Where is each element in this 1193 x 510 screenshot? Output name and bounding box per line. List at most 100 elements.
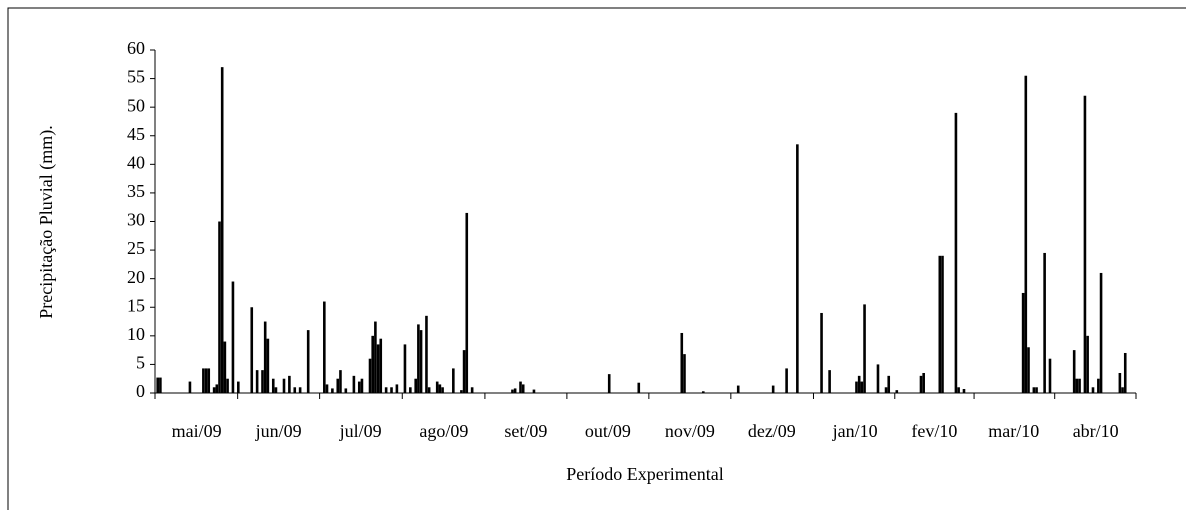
bar [156, 377, 159, 393]
bar [202, 368, 205, 393]
x-tick-label: set/09 [504, 421, 547, 441]
bar [470, 387, 474, 393]
bar [441, 387, 444, 393]
bar [962, 388, 966, 393]
bar [796, 144, 799, 393]
bar [425, 315, 428, 393]
bar [325, 384, 329, 393]
bar [701, 391, 705, 393]
bar [261, 370, 264, 393]
y-tick-label: 40 [127, 152, 145, 172]
bar [427, 387, 431, 393]
bar [215, 384, 219, 393]
bar [771, 385, 775, 393]
bar [282, 378, 286, 393]
bar [374, 321, 377, 393]
x-tick-label: jan/10 [832, 421, 878, 441]
bar [1123, 352, 1127, 393]
bar [336, 378, 340, 393]
bar [884, 387, 888, 393]
bar [941, 255, 944, 393]
bar [452, 368, 455, 393]
x-tick-label: nov/09 [665, 421, 715, 441]
bar [212, 387, 216, 393]
bar [306, 330, 310, 393]
bar [637, 382, 641, 393]
bar [1048, 358, 1052, 393]
bar [863, 304, 866, 393]
bar [331, 388, 334, 393]
bar [1099, 272, 1103, 393]
bar [465, 212, 469, 393]
bar [231, 281, 235, 393]
bar [159, 377, 162, 393]
x-tick-label: dez/09 [748, 421, 796, 441]
y-tick-label: 30 [127, 210, 145, 230]
bar [204, 368, 208, 393]
bar [1072, 350, 1076, 393]
bar [271, 378, 275, 393]
bar [218, 221, 221, 393]
x-tick-label: abr/10 [1073, 421, 1119, 441]
bar [298, 387, 302, 393]
bar [409, 387, 412, 393]
bar [263, 321, 267, 393]
bar [255, 370, 259, 393]
bar [1091, 387, 1095, 393]
bar [360, 378, 364, 393]
bar [1024, 75, 1028, 393]
bar [293, 387, 297, 393]
bar [460, 390, 463, 393]
bar [266, 338, 270, 393]
bar [922, 372, 925, 393]
bar [887, 375, 891, 393]
bar [683, 354, 686, 393]
bar [357, 381, 361, 393]
bar [226, 378, 229, 393]
bar [1035, 387, 1038, 393]
bar [288, 375, 291, 393]
bar [237, 381, 240, 393]
bar [785, 368, 788, 393]
bar [938, 255, 942, 393]
x-tick-label: jul/09 [339, 421, 382, 441]
y-tick-label: 35 [127, 181, 145, 201]
x-axis-label: Período Experimental [566, 464, 723, 484]
bar [876, 364, 880, 393]
x-tick-label: mai/09 [172, 421, 222, 441]
bar [395, 384, 399, 393]
y-tick-label: 25 [127, 238, 145, 258]
bar [323, 301, 326, 393]
bar [188, 381, 192, 393]
bar [384, 387, 388, 393]
bar [207, 368, 211, 393]
bar [250, 307, 254, 393]
bar [919, 375, 923, 393]
bar [352, 375, 356, 393]
bar [390, 387, 393, 393]
bar [680, 332, 684, 393]
x-tick-label: ago/09 [419, 421, 468, 441]
bar [855, 381, 858, 393]
bar [1032, 387, 1036, 393]
bar [954, 112, 958, 393]
y-tick-label: 50 [127, 95, 145, 115]
bar [462, 350, 466, 393]
x-tick-label: out/09 [585, 421, 631, 441]
bar [521, 384, 525, 393]
bar [435, 381, 439, 393]
y-tick-label: 5 [136, 353, 145, 373]
bar [607, 374, 611, 393]
bar [1021, 292, 1025, 393]
y-axis-label: Precipitação Pluvial (mm). [36, 125, 57, 318]
bar [344, 388, 348, 393]
bar [368, 358, 372, 393]
bar [403, 344, 407, 393]
bar [371, 335, 375, 393]
bar [860, 381, 864, 393]
bar [736, 385, 740, 393]
y-tick-label: 20 [127, 267, 145, 287]
bar [532, 389, 536, 393]
bar [1086, 335, 1089, 393]
